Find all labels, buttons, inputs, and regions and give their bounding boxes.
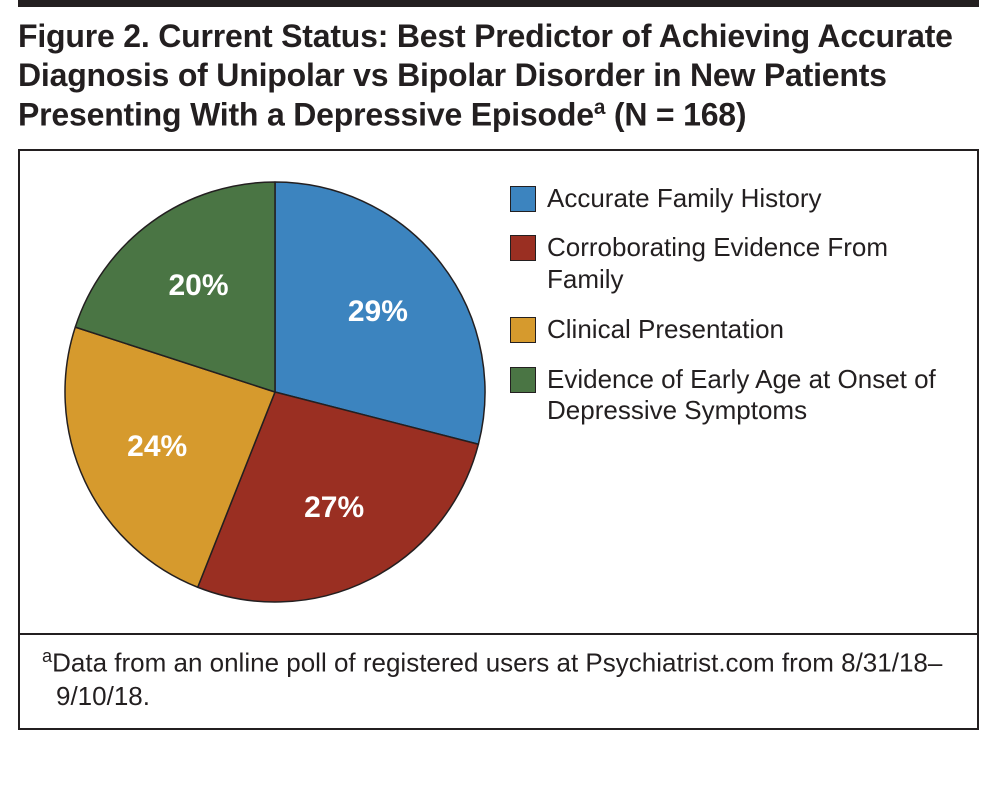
pie-slice-label: 20% [168, 269, 228, 303]
legend-item: Clinical Presentation [510, 314, 957, 346]
legend-item: Corroborating Evidence From Family [510, 232, 957, 295]
legend-swatch [510, 186, 536, 212]
top-rule [18, 0, 979, 7]
legend: Accurate Family History Corroborating Evi… [510, 177, 957, 445]
figure-title: Figure 2. Current Status: Best Predictor… [18, 17, 979, 135]
pie-slice-label: 29% [348, 295, 408, 329]
legend-item: Evidence of Early Age at Onset of Depres… [510, 364, 957, 427]
pie-slice-label: 27% [304, 491, 364, 525]
legend-label: Accurate Family History [547, 183, 822, 215]
legend-item: Accurate Family History [510, 183, 957, 215]
chart-box: 29% 27% 24% 20% Accurate Family History Corr… [18, 149, 979, 730]
legend-swatch [510, 367, 536, 393]
legend-swatch [510, 317, 536, 343]
footnote-text: Data from an online poll of registered u… [52, 647, 942, 711]
title-main: Current Status: Best Predictor of Achiev… [18, 18, 953, 133]
pie-slice-label: 24% [127, 430, 187, 464]
pie-svg [60, 177, 490, 607]
legend-label: Clinical Presentation [547, 314, 784, 346]
footnote: aData from an online poll of registered … [42, 645, 959, 714]
footnote-box: aData from an online poll of registered … [20, 633, 977, 728]
footnote-superscript: a [42, 646, 52, 666]
legend-label: Corroborating Evidence From Family [547, 232, 957, 295]
title-superscript: a [594, 96, 605, 119]
title-suffix: (N = 168) [605, 97, 746, 133]
figure-container: Figure 2. Current Status: Best Predictor… [0, 0, 997, 748]
chart-area: 29% 27% 24% 20% Accurate Family History Corr… [20, 151, 977, 633]
title-prefix: Figure 2. [18, 18, 158, 54]
pie-chart: 29% 27% 24% 20% [60, 177, 490, 607]
legend-label: Evidence of Early Age at Onset of Depres… [547, 364, 957, 427]
legend-swatch [510, 235, 536, 261]
